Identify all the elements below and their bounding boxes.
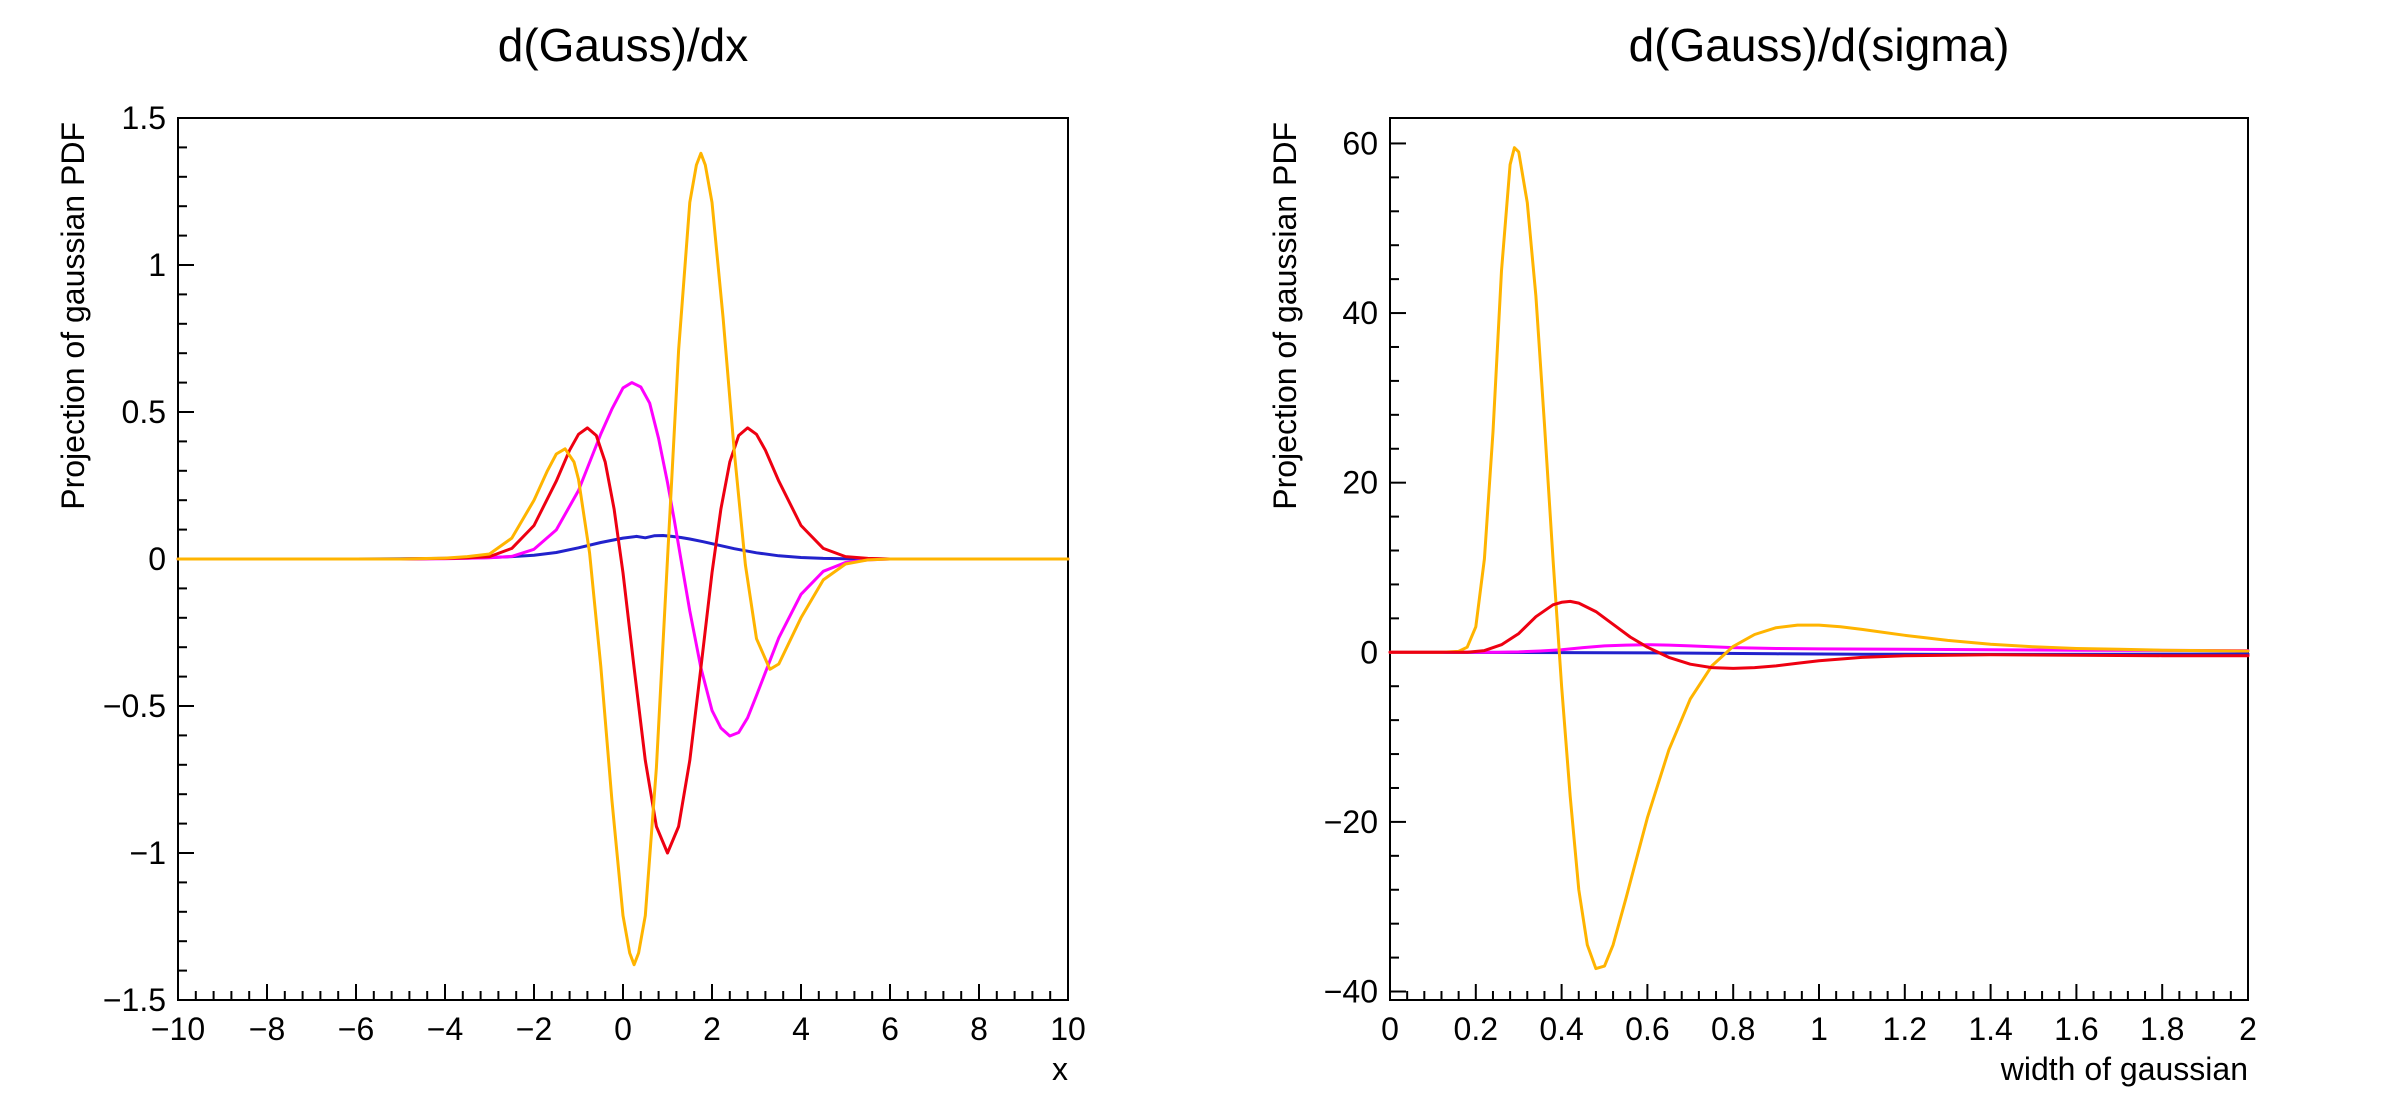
x-axis-title: width of gaussian xyxy=(2000,1051,2248,1087)
y-tick-label: 60 xyxy=(1342,125,1378,161)
x-tick-label: 0.4 xyxy=(1539,1011,1583,1047)
x-tick-label: −10 xyxy=(151,1011,205,1047)
x-tick-label: 0.6 xyxy=(1625,1011,1669,1047)
y-axis-title: Projection of gaussian PDF xyxy=(55,122,91,510)
x-tick-label: 1.4 xyxy=(1968,1011,2012,1047)
x-tick-label: 1.8 xyxy=(2140,1011,2184,1047)
x-tick-label: −2 xyxy=(516,1011,552,1047)
x-tick-label: 8 xyxy=(970,1011,988,1047)
right-chart-svg: 0 0.2 0.4 0.6 0.8 1 1.2 1.4 1.6 1.8 2 −40 −20 0 20 40 60… xyxy=(1267,117,2257,1087)
y-tick-label: 0 xyxy=(148,541,166,577)
x-tick-label: −6 xyxy=(338,1011,374,1047)
y-tick-label: 0.5 xyxy=(122,394,166,430)
x-tick-label: 4 xyxy=(792,1011,810,1047)
y-tick-label: 1.5 xyxy=(122,100,166,136)
left-chart-title: d(Gauss)/dx xyxy=(497,19,749,71)
x-tick-label: 0.2 xyxy=(1454,1011,1498,1047)
y-tick-label: 1 xyxy=(148,247,166,283)
series-curve-magenta xyxy=(176,381,1070,738)
series-curve-red xyxy=(1388,599,2250,670)
y-tick-label: −0.5 xyxy=(103,688,166,724)
x-tick-label: 0 xyxy=(1381,1011,1399,1047)
series-curve-orange xyxy=(1388,146,2250,971)
x-tick-label: 0 xyxy=(614,1011,632,1047)
x-tick-label: 2 xyxy=(703,1011,721,1047)
x-tick-label: 10 xyxy=(1050,1011,1086,1047)
series-curve-orange xyxy=(176,151,1070,967)
series-curve-magenta xyxy=(1388,643,2250,654)
left-pad: −10 −8 −6 −4 −2 0 2 4 6 8 10 −1.5 −1 −0.5 0 0.5 1 1.5 x Pro… xyxy=(55,19,1086,1087)
x-tick-label: −4 xyxy=(427,1011,463,1047)
y-tick-label: −20 xyxy=(1324,804,1378,840)
x-tick-label: −8 xyxy=(249,1011,285,1047)
x-tick-label: 0.8 xyxy=(1711,1011,1755,1047)
x-axis-title: x xyxy=(1052,1051,1068,1087)
series-curve-red xyxy=(176,426,1070,855)
plot-frame xyxy=(1389,117,2249,1001)
right-chart-title: d(Gauss)/d(sigma) xyxy=(1628,19,2010,71)
left-chart-svg: −10 −8 −6 −4 −2 0 2 4 6 8 10 −1.5 −1 −0.5 0 0.5 1 1.5 x Pro… xyxy=(55,100,1086,1087)
series-curve-blue xyxy=(176,534,1070,561)
x-tick-label: 1.6 xyxy=(2054,1011,2098,1047)
y-tick-label: −1.5 xyxy=(103,982,166,1018)
y-tick-label: −40 xyxy=(1324,974,1378,1010)
x-tick-label: 2 xyxy=(2239,1011,2257,1047)
y-tick-label: 0 xyxy=(1360,634,1378,670)
y-tick-label: 40 xyxy=(1342,295,1378,331)
y-tick-label: −1 xyxy=(130,835,166,871)
x-tick-label: 6 xyxy=(881,1011,899,1047)
x-tick-label: 1 xyxy=(1810,1011,1828,1047)
y-axis-title: Projection of gaussian PDF xyxy=(1267,122,1303,510)
right-pad: 0 0.2 0.4 0.6 0.8 1 1.2 1.4 1.6 1.8 2 −40 −20 0 20 40 60… xyxy=(1194,0,2388,1116)
x-tick-label: 1.2 xyxy=(1883,1011,1927,1047)
y-tick-label: 20 xyxy=(1342,465,1378,501)
